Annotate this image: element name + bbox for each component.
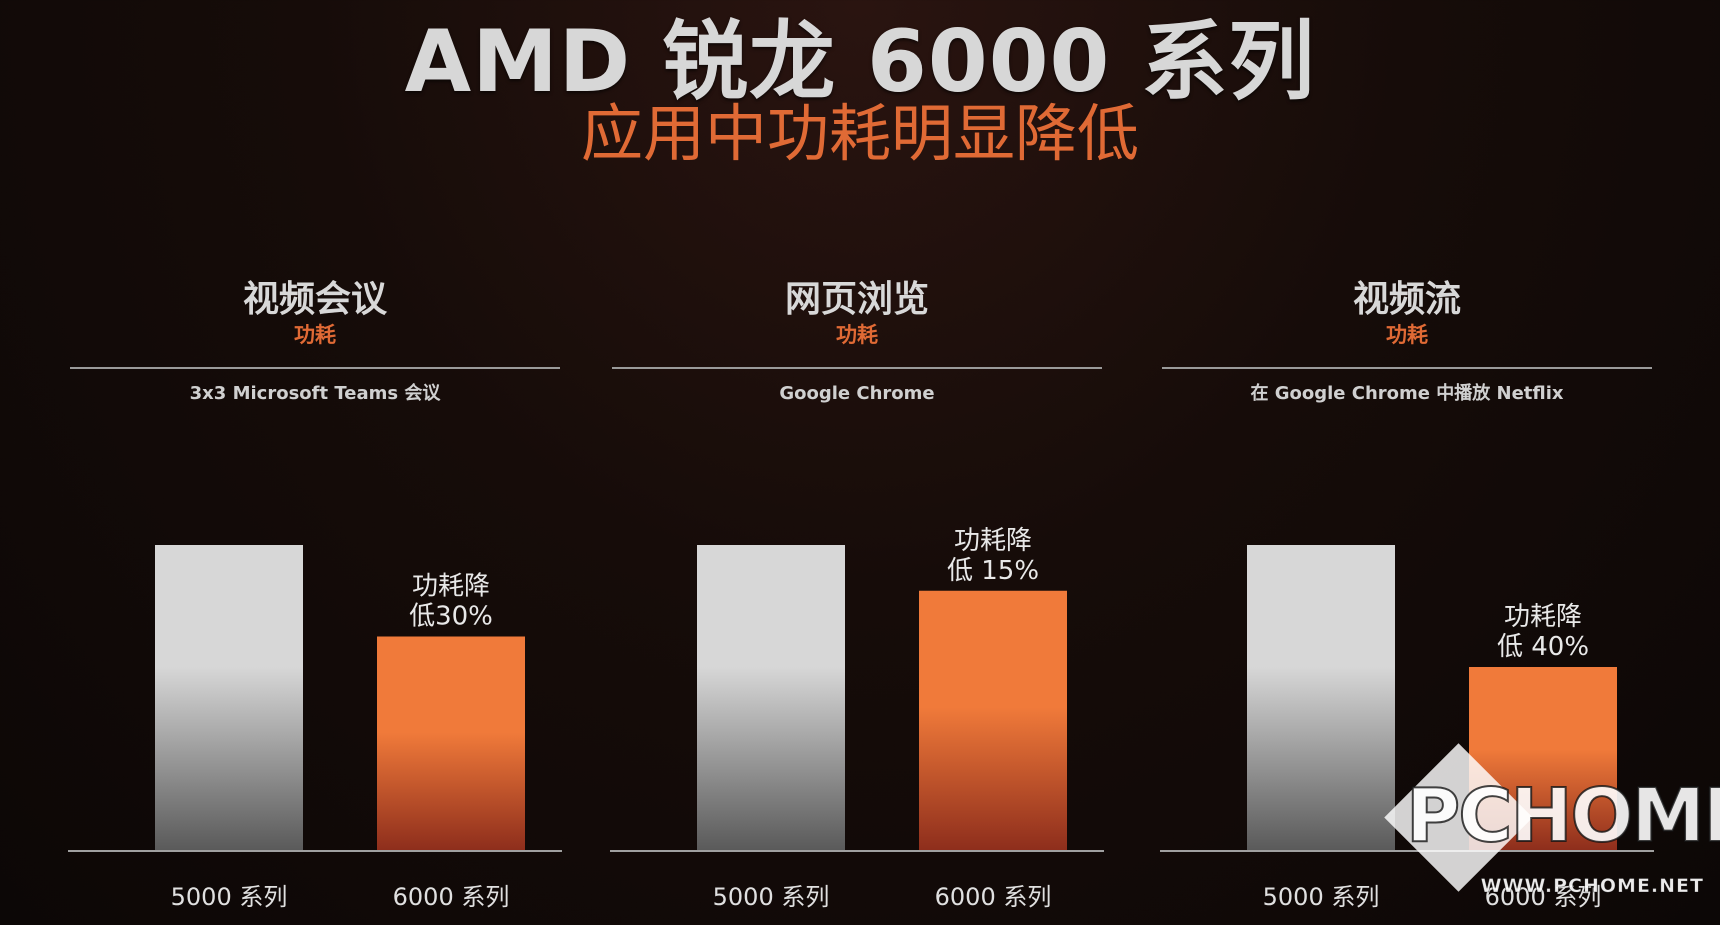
- panel-title: 网页浏览: [784, 279, 929, 320]
- category-label: 6000 系列: [935, 883, 1052, 911]
- category-label: 5000 系列: [1263, 883, 1380, 911]
- category-label: 5000 系列: [713, 883, 830, 911]
- panel-subtitle: 功耗: [294, 323, 336, 347]
- page-title: AMD 锐龙 6000 系列: [404, 12, 1316, 112]
- reduction-annotation: 低30%: [409, 602, 493, 632]
- watermark-logo-text: PCHOME: [1405, 772, 1720, 860]
- reduction-annotation: 低 15%: [947, 556, 1039, 586]
- panel-subtitle: 功耗: [836, 323, 878, 347]
- chart-panel-web-browsing: 网页浏览 功耗 Google Chrome 5000 系列 6000 系列 功耗降低…: [610, 270, 1104, 911]
- bar-6000-series: [377, 636, 525, 850]
- panel-app-label: Google Chrome: [779, 383, 935, 404]
- category-label: 6000 系列: [393, 883, 510, 911]
- reduction-annotation: 功耗降: [412, 572, 490, 602]
- reduction-annotation: 低 40%: [1497, 632, 1589, 662]
- panel-divider: [612, 367, 1102, 369]
- watermark-url: WWW.PCHOME.NET: [1480, 875, 1704, 898]
- reduction-annotation: 功耗降: [1504, 602, 1582, 632]
- panel-subtitle: 功耗: [1386, 323, 1428, 347]
- panel-title: 视频会议: [242, 279, 387, 320]
- bar-5000-series: [1247, 545, 1395, 850]
- panel-divider: [1162, 367, 1652, 369]
- panel-app-label: 在 Google Chrome 中播放 Netflix: [1250, 383, 1564, 404]
- chart-panel-video-conference: 视频会议 功耗 3x3 Microsoft Teams 会议 5000 系列 60…: [68, 270, 562, 911]
- chart-panel-video-streaming: 视频流 功耗 在 Google Chrome 中播放 Netflix 5000 …: [1160, 270, 1654, 911]
- bar-5000-series: [155, 545, 303, 850]
- bar-6000-series: [919, 590, 1067, 850]
- category-label: 6000 系列: [1485, 883, 1602, 911]
- panel-app-label: 3x3 Microsoft Teams 会议: [189, 383, 441, 404]
- category-label: 5000 系列: [171, 883, 288, 911]
- panel-title: 视频流: [1352, 279, 1461, 320]
- reduction-annotation: 功耗降: [954, 526, 1032, 556]
- page-subtitle: 应用中功耗明显降低: [580, 97, 1139, 170]
- pchome-watermark: PCHOME WWW.PCHOME.NET: [1376, 743, 1720, 903]
- bar-5000-series: [697, 545, 845, 850]
- panel-divider: [70, 367, 560, 369]
